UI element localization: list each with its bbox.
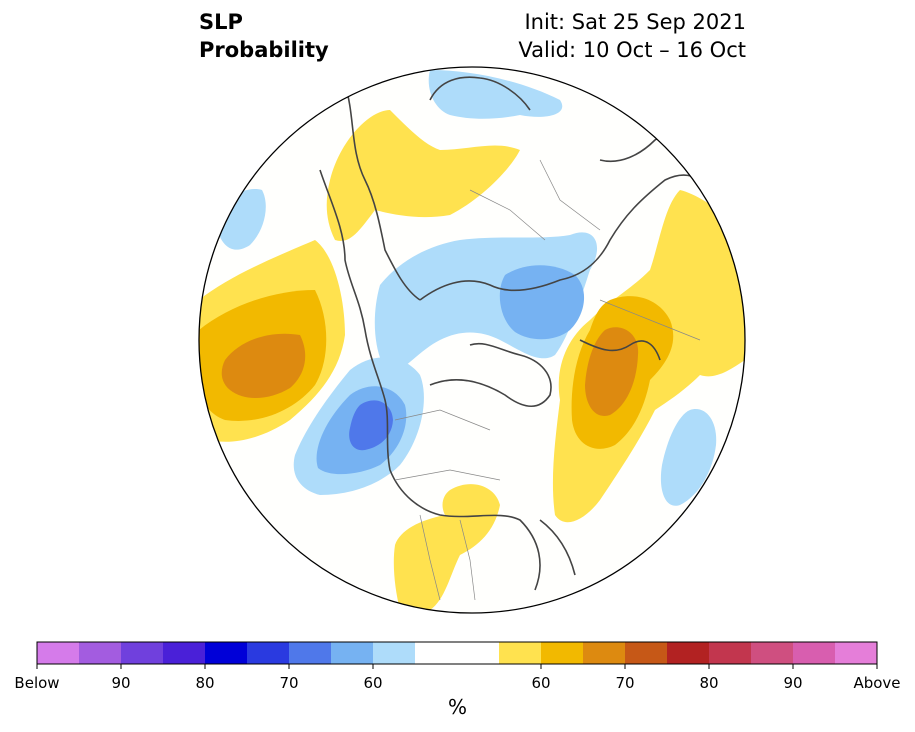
colorbar: Below 90 80 70 60 60 70 80 90 Above bbox=[14, 641, 901, 692]
anomaly-below-atlantic bbox=[660, 409, 717, 506]
anomaly-above70-europe bbox=[585, 327, 639, 416]
colorbar-frame bbox=[36, 641, 878, 665]
borders bbox=[394, 159, 701, 601]
forecast-dates: Init: Sat 25 Sep 2021 Valid: 10 Oct – 16… bbox=[518, 8, 746, 64]
colorbar-cell bbox=[247, 642, 290, 664]
polar-map bbox=[198, 66, 746, 614]
colorbar-tick-label: 60 bbox=[531, 674, 550, 692]
colorbar-cell bbox=[835, 642, 878, 664]
anomaly-above70-pacific bbox=[221, 333, 306, 399]
colorbar-cell bbox=[37, 642, 80, 664]
probability-field bbox=[199, 70, 745, 610]
map-title: SLP Probability bbox=[199, 8, 329, 64]
colorbar-cell bbox=[709, 642, 752, 664]
colorbar-unit: % bbox=[447, 695, 467, 719]
colorbar-cell bbox=[205, 642, 248, 664]
colorbar-tick-label: 90 bbox=[783, 674, 802, 692]
colorbar-cell bbox=[457, 642, 500, 664]
colorbar-cell bbox=[373, 642, 416, 664]
colorbar-cell bbox=[625, 642, 668, 664]
colorbar-ticks: Below 90 80 70 60 60 70 80 90 Above bbox=[14, 664, 901, 692]
colorbar-tick-label: 90 bbox=[111, 674, 130, 692]
colorbar-tick-label: Above bbox=[853, 674, 900, 692]
colorbar-cell bbox=[583, 642, 626, 664]
anomaly-below70-pacific-nw bbox=[349, 400, 393, 451]
colorbar-tick-label: 70 bbox=[615, 674, 634, 692]
coastlines bbox=[319, 76, 716, 591]
colorbar-cells bbox=[37, 642, 878, 664]
colorbar-cell bbox=[667, 642, 710, 664]
colorbar-cell bbox=[79, 642, 122, 664]
title-variable: SLP bbox=[199, 10, 243, 34]
colorbar-cell bbox=[121, 642, 164, 664]
colorbar-tick-label: 80 bbox=[195, 674, 214, 692]
valid-range: Valid: 10 Oct – 16 Oct bbox=[518, 38, 746, 62]
colorbar-tick-label: 60 bbox=[363, 674, 382, 692]
colorbar-cell bbox=[793, 642, 836, 664]
colorbar-tick-label: 80 bbox=[699, 674, 718, 692]
colorbar-tick-label: 70 bbox=[279, 674, 298, 692]
colorbar-cell bbox=[415, 642, 458, 664]
title-subtitle: Probability bbox=[199, 38, 329, 62]
colorbar-tick-label: Below bbox=[14, 674, 59, 692]
init-date: Init: Sat 25 Sep 2021 bbox=[524, 10, 746, 34]
colorbar-cell bbox=[499, 642, 542, 664]
colorbar-cell bbox=[331, 642, 374, 664]
colorbar-cell bbox=[751, 642, 794, 664]
colorbar-cell bbox=[163, 642, 206, 664]
anomaly-below60-siberia bbox=[499, 265, 585, 340]
colorbar-cell bbox=[289, 642, 332, 664]
colorbar-cell bbox=[541, 642, 584, 664]
globe-outline bbox=[198, 66, 746, 614]
anomaly-below-greenland bbox=[428, 70, 563, 119]
